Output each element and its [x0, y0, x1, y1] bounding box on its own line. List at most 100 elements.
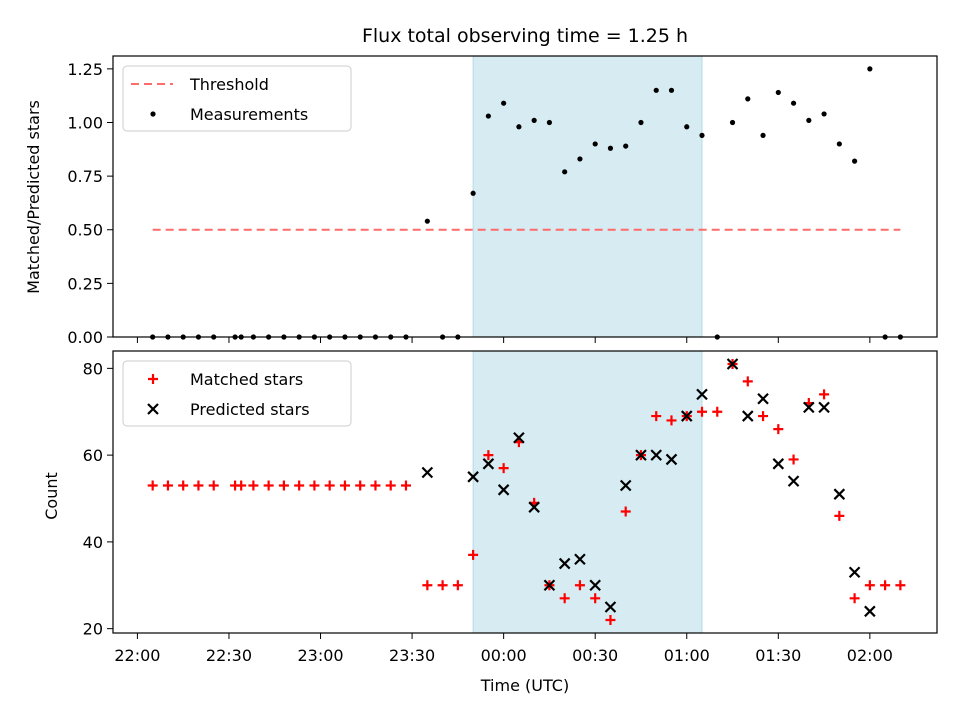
measurement-point	[760, 132, 766, 138]
predicted-star-point	[467, 471, 479, 483]
matched-star-point	[605, 614, 616, 625]
predicted-star-point	[864, 605, 876, 618]
matched-star-point	[385, 480, 396, 491]
matched-star-point	[452, 580, 463, 591]
bottom-chart-panel: 20 40 60 80 22:00 22:30 23:00 23:30 00:00 00:30 01…	[83, 350, 938, 665]
matched-star-point	[651, 411, 662, 422]
bottom-chart-x-axis-label: Time (UTC)	[480, 676, 569, 695]
predicted-star-point	[528, 501, 540, 513]
x-tick-label: 22:30	[206, 646, 252, 665]
measurement-point	[470, 190, 476, 196]
matched-star-point	[773, 424, 784, 435]
x-tick-label: 23:30	[389, 646, 435, 665]
matched-star-point	[819, 389, 830, 400]
matched-star-point	[559, 593, 570, 604]
legend: Matched stars Predicted stars	[122, 360, 352, 427]
predicted-star-point	[421, 466, 434, 479]
predicted-star-point	[772, 458, 785, 470]
measurement-point	[424, 218, 430, 224]
y-tick-label: 40	[83, 533, 103, 552]
matched-star-point	[278, 480, 289, 491]
predicted-star-point	[635, 449, 647, 461]
measurement-point	[790, 100, 797, 106]
measurement-point	[653, 87, 659, 93]
highlight-span	[472, 55, 703, 338]
legend-label: Predicted stars	[190, 400, 310, 419]
top-chart-panel: 0.00 0.25 0.50 0.75 1.00 1.25 Threshold Measure…	[67, 55, 938, 347]
predicted-star-point	[497, 484, 510, 496]
measurement-point	[562, 169, 568, 175]
measurement-point	[623, 143, 629, 149]
matched-star-point	[422, 580, 433, 591]
legend-matched-marker	[148, 374, 158, 384]
y-tick-label: 1.25	[67, 60, 103, 79]
predicted-star-point	[482, 458, 495, 470]
x-tick-label: 22:00	[114, 646, 160, 665]
matched-star-point	[864, 580, 875, 591]
legend: Threshold Measurements	[122, 65, 352, 132]
measurement-point	[729, 119, 736, 126]
predicted-star-point	[589, 579, 601, 592]
y-tick-label: 60	[83, 446, 103, 465]
measurement-point	[592, 141, 598, 147]
matched-star-point	[355, 480, 366, 491]
measurement-point	[852, 158, 858, 164]
measurement-point	[668, 87, 675, 93]
measurement-point	[485, 113, 491, 119]
measurement-point	[699, 132, 705, 138]
top-chart-y-axis-label: Matched/Predicted stars	[24, 100, 43, 294]
measurement-point	[501, 100, 507, 106]
matched-star-point	[620, 506, 631, 517]
predicted-star-point	[604, 601, 617, 613]
x-tick-label: 02:00	[847, 646, 893, 665]
legend-label: Measurements	[190, 105, 308, 124]
predicted-star-point	[650, 449, 663, 461]
measurement-point	[836, 141, 842, 147]
predicted-star-point	[543, 579, 556, 592]
matched-star-point	[788, 454, 799, 465]
measurement-point	[638, 119, 644, 126]
matched-star-point	[834, 510, 845, 521]
matched-star-point	[147, 480, 158, 491]
matched-star-point	[208, 480, 219, 491]
matched-star-point	[309, 480, 320, 491]
matched-star-point	[178, 480, 189, 491]
predicted-star-point	[803, 401, 815, 414]
x-tick-label: 00:30	[572, 646, 618, 665]
measurement-point	[577, 156, 583, 162]
y-tick-label: 0.75	[67, 167, 103, 186]
matched-star-point	[498, 463, 509, 474]
measurement-point	[867, 66, 873, 72]
predicted-star-point	[680, 410, 693, 422]
matched-star-point	[437, 580, 448, 591]
matched-star-point	[294, 480, 305, 491]
matched-star-point	[162, 480, 173, 491]
matched-star-point	[248, 480, 259, 491]
measurement-point	[546, 119, 553, 126]
plot-frame	[112, 55, 938, 338]
y-tick-label: 0.00	[67, 328, 103, 347]
measurement-point	[745, 96, 751, 102]
matched-star-point	[370, 480, 381, 491]
plot-frame	[112, 350, 938, 634]
measurement-point	[775, 89, 781, 96]
y-tick-label: 1.00	[67, 113, 103, 132]
legend-measurement-marker	[150, 111, 156, 117]
legend-box	[122, 360, 352, 427]
predicted-star-point	[757, 392, 769, 405]
matched-star-point	[666, 415, 677, 426]
matched-star-point	[483, 450, 494, 461]
matched-star-point	[697, 406, 708, 417]
highlight-span	[472, 350, 703, 634]
legend-predicted-marker	[147, 403, 159, 415]
matched-star-point	[574, 580, 585, 591]
predicted-star-point	[848, 566, 861, 579]
y-tick-label: 20	[83, 620, 103, 639]
x-tick-label: 00:00	[481, 646, 527, 665]
matched-star-point	[880, 580, 891, 591]
predicted-star-point	[787, 475, 800, 487]
predicted-star-point	[833, 488, 846, 500]
matched-star-point	[324, 480, 335, 491]
legend-box	[122, 65, 352, 132]
